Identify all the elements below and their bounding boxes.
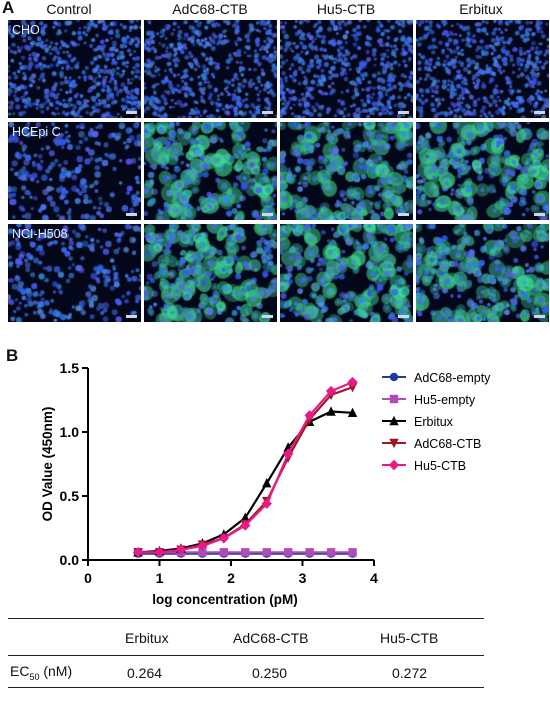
table-header-adc68-ctb: AdC68-CTB <box>233 630 309 646</box>
micrograph-image <box>8 122 141 220</box>
data-point-hu5-ctb <box>154 547 165 558</box>
data-point-hu5-empty <box>326 548 336 557</box>
panel-b-letter: B <box>6 346 19 365</box>
data-point-hu5-ctb <box>283 448 294 459</box>
table-value-adc68-ctb: 0.250 <box>252 665 288 681</box>
micrograph-image <box>144 122 277 220</box>
data-point-erbitux <box>262 478 272 488</box>
micrograph-image <box>280 20 413 118</box>
data-point-hu5-ctb <box>347 376 358 388</box>
table-value-erbitux: 0.264 <box>127 665 163 681</box>
scale-bar <box>262 111 273 114</box>
y-tick-label: 1.0 <box>60 424 80 440</box>
data-point-erbitux <box>240 512 250 522</box>
scale-bar <box>126 111 137 114</box>
legend-marker-hu5-ctb <box>388 459 400 471</box>
data-point-erbitux <box>326 406 336 416</box>
scale-bar <box>534 213 545 216</box>
column-label-control: Control <box>46 1 92 17</box>
data-point-hu5-ctb <box>304 410 315 421</box>
legend-marker-erbitux <box>389 415 399 426</box>
micrograph-hcepi-c-control: HCEpi C <box>8 122 141 220</box>
legend-marker-hu5-empty <box>389 394 399 404</box>
data-point-erbitux <box>347 407 358 417</box>
scale-bar <box>126 213 137 216</box>
data-point-hu5-empty <box>305 548 314 557</box>
micrograph-nci-h508-erbitux <box>416 224 549 322</box>
table-bottom-rule <box>8 687 484 688</box>
micrograph-image <box>280 224 413 322</box>
data-point-hu5-empty <box>219 548 229 557</box>
data-point-hu5-ctb <box>175 544 187 555</box>
micrograph-hcepi-c-adc68-ctb <box>144 122 277 220</box>
data-point-hu5-ctb <box>325 385 337 397</box>
x-tick-label: 3 <box>299 570 307 586</box>
micrograph-nci-h508-adc68-ctb <box>144 224 277 322</box>
y-tick-label: 0.0 <box>60 552 80 568</box>
scale-bar <box>398 111 409 114</box>
data-point-hu5-ctb <box>218 533 230 544</box>
micrograph-image <box>280 122 413 220</box>
legend-marker-adc68-empty <box>389 372 399 382</box>
legend-label-adc68-empty: AdC68-empty <box>414 371 491 385</box>
legend-label-adc68-ctb: AdC68-CTB <box>414 437 481 451</box>
micrograph-nci-h508-hu5-ctb <box>280 224 413 322</box>
x-axis-label: log concentration (pM) <box>152 592 298 607</box>
micrograph-image <box>144 224 277 322</box>
micrograph-hcepi-c-hu5-ctb <box>280 122 413 220</box>
data-point-adc68-ctb <box>347 383 358 393</box>
x-tick-label: 4 <box>370 570 378 586</box>
legend-label-hu5-ctb: Hu5-CTB <box>414 459 466 473</box>
micrograph-image <box>416 122 549 220</box>
table-row-label: EC50 (nM) <box>10 663 73 682</box>
micrograph-nci-h508-control: NCI-H508 <box>8 224 141 322</box>
scale-bar <box>262 213 273 216</box>
data-point-hu5-empty <box>284 548 293 557</box>
micrograph-image <box>144 20 277 118</box>
y-tick-label: 0.5 <box>60 488 80 504</box>
scale-bar <box>534 111 545 114</box>
series-line-erbitux <box>138 410 353 554</box>
y-axis-label: OD Value (450nm) <box>40 407 55 522</box>
x-tick-label: 2 <box>227 570 235 586</box>
data-point-hu5-empty <box>198 548 207 557</box>
legend-label-erbitux: Erbitux <box>414 415 454 429</box>
scale-bar <box>398 213 409 216</box>
column-label-erbitux: Erbitux <box>459 1 503 17</box>
panel-a-letter: A <box>2 0 15 17</box>
micrograph-cho-erbitux <box>416 20 549 118</box>
data-point-hu5-empty <box>241 548 250 557</box>
scale-bar <box>262 315 273 318</box>
row-label-cho: CHO <box>12 23 40 37</box>
scale-bar <box>398 315 409 318</box>
micrograph-image <box>8 224 141 322</box>
scale-bar <box>126 315 137 318</box>
legend-label-hu5-empty: Hu5-empty <box>414 393 476 407</box>
micrograph-cho-adc68-ctb <box>144 20 277 118</box>
table-mid-rule <box>8 655 484 656</box>
micrograph-hcepi-c-erbitux <box>416 122 549 220</box>
micrograph-image <box>8 20 141 118</box>
table-value-hu5-ctb: 0.272 <box>392 665 428 681</box>
data-point-hu5-ctb <box>261 498 272 509</box>
y-tick-label: 1.5 <box>60 360 80 376</box>
x-tick-label: 1 <box>156 570 164 586</box>
table-header-hu5-ctb: Hu5-CTB <box>380 630 439 646</box>
column-label-adc68-ctb: AdC68-CTB <box>172 1 248 17</box>
micrograph-cho-control: CHO <box>8 20 141 118</box>
row-label-hcepi-c: HCEpi C <box>12 125 61 139</box>
scale-bar <box>534 315 545 318</box>
column-label-hu5-ctb: Hu5-CTB <box>316 1 376 17</box>
micrograph-image <box>416 224 549 322</box>
micrograph-image <box>416 20 549 118</box>
legend-marker-adc68-ctb <box>389 438 399 449</box>
dose-response-chart: 0.0 0.5 1.0 1.5 0 1 2 3 4 log concentration (pM) O… <box>40 360 491 607</box>
x-tick-label: 0 <box>84 570 92 586</box>
micrograph-cho-hu5-ctb <box>280 20 413 118</box>
table-top-rule <box>8 618 484 619</box>
data-point-hu5-empty <box>348 548 357 557</box>
table-header-erbitux: Erbitux <box>125 630 169 646</box>
data-point-hu5-empty <box>262 548 271 557</box>
row-label-nci-h508: NCI-H508 <box>12 227 68 241</box>
